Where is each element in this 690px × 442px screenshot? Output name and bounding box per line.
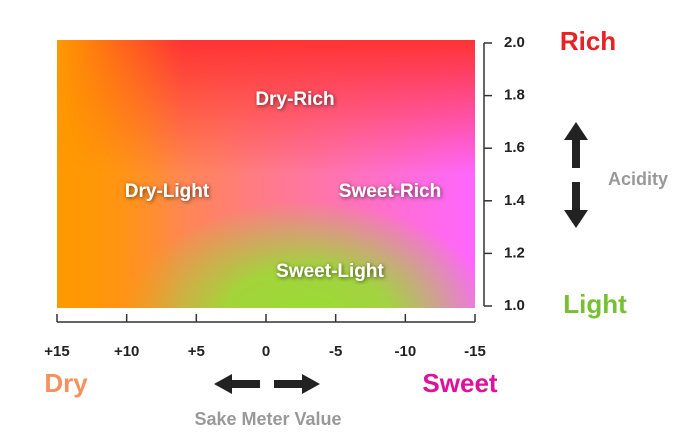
y-high: Rich [560, 26, 616, 56]
x-high: Sweet [422, 368, 497, 398]
y-tick-label: 1.6 [504, 139, 525, 156]
region-label: Sweet-Rich [339, 181, 441, 202]
y-tick-label: 2.0 [504, 34, 525, 51]
x-tick-label: +15 [44, 343, 69, 360]
x-label: Sake Meter Value [194, 409, 341, 429]
y-tick-label: 1.2 [504, 244, 525, 261]
x-tick-label: -15 [464, 343, 486, 360]
region-label: Sweet-Light [276, 261, 384, 282]
x-tick-label: 0 [262, 343, 270, 360]
region-label: Dry-Rich [255, 89, 334, 110]
gradient [57, 40, 475, 308]
x-low: Dry [44, 368, 88, 398]
y-tick-label: 1.8 [504, 87, 525, 104]
arrow-down [564, 182, 588, 228]
y-tick-label: 1.4 [504, 192, 526, 209]
y-tick-label: 1.0 [504, 297, 525, 314]
x-tick-label: -5 [329, 343, 342, 360]
arrow-right [274, 374, 320, 394]
x-tick-label: -10 [394, 343, 416, 360]
y-label: Acidity [608, 169, 668, 189]
y-low: Light [563, 289, 627, 319]
region-label: Dry-Light [125, 181, 210, 202]
arrow-up [564, 122, 588, 168]
arrow-left [214, 374, 260, 394]
x-tick-label: +5 [188, 343, 205, 360]
plot-area [57, 40, 475, 308]
x-tick-label: +10 [114, 343, 139, 360]
